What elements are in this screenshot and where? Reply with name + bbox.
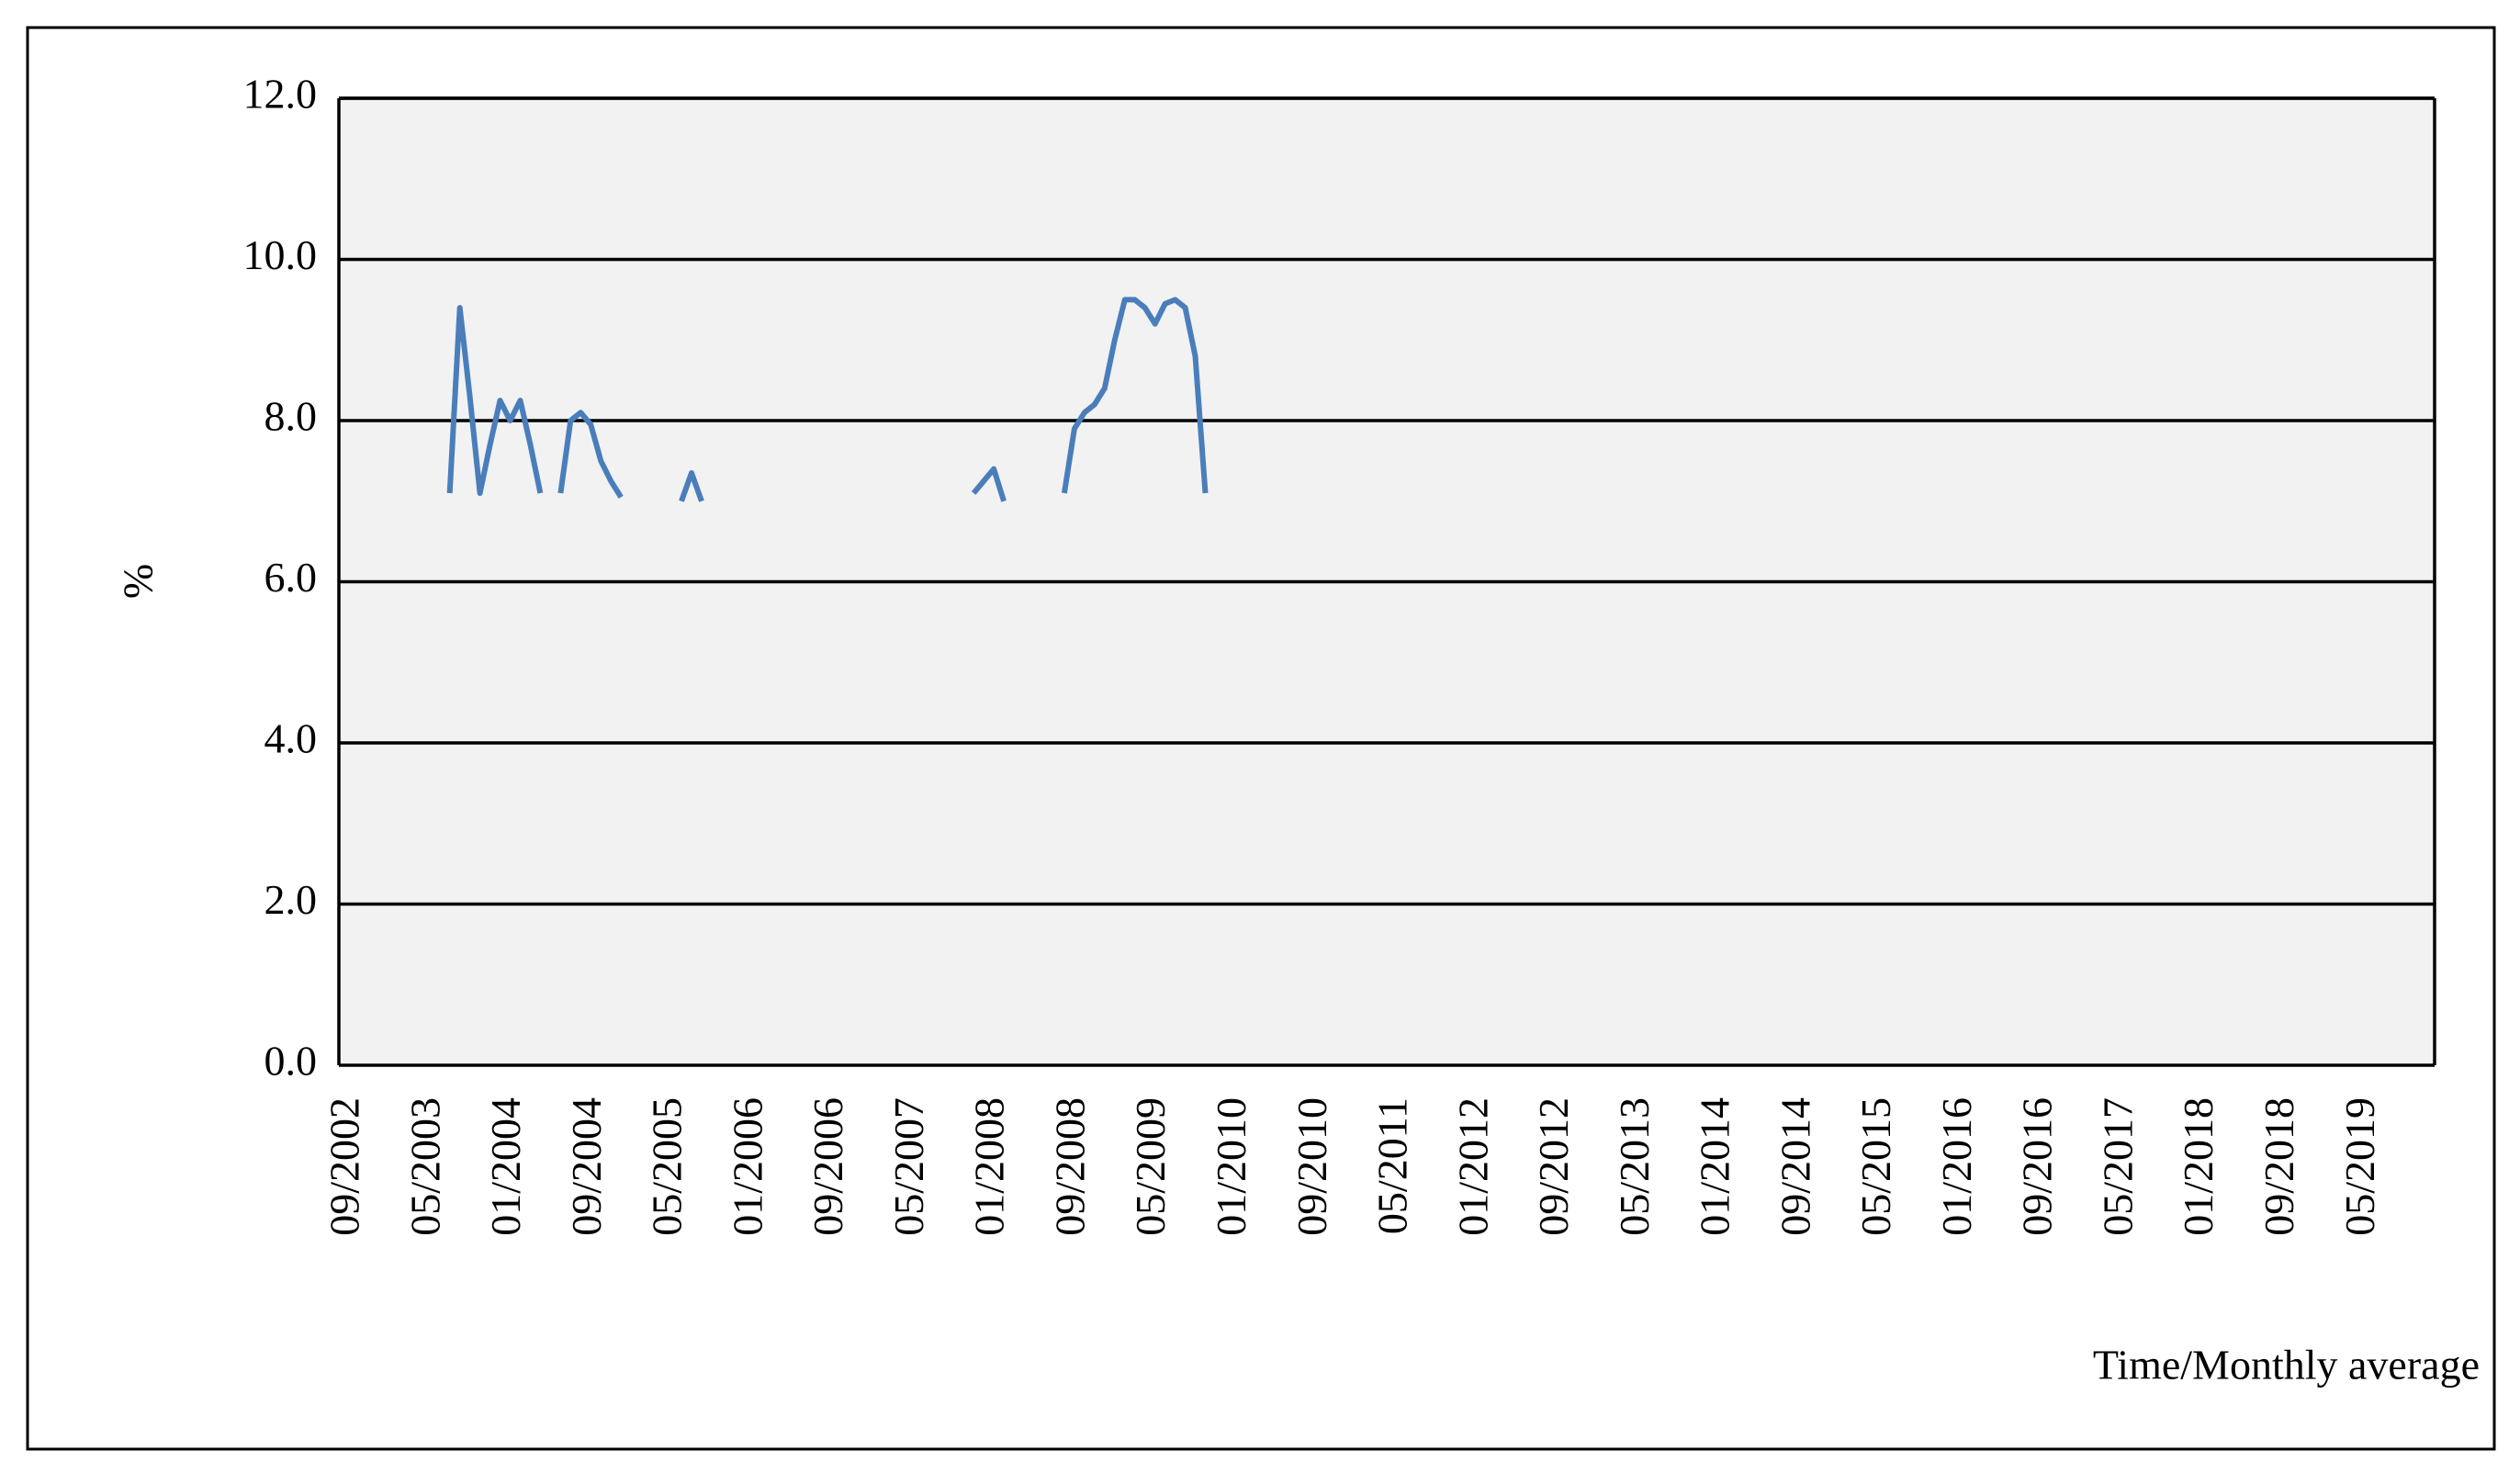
x-tick-label: 01/2018 <box>2175 1097 2222 1236</box>
x-tick-label: 09/2016 <box>2014 1097 2061 1236</box>
x-tick-label: 05/2015 <box>1852 1097 1899 1236</box>
x-tick-label: 09/2014 <box>1772 1097 1818 1236</box>
x-tick-label: 09/2018 <box>2256 1097 2302 1236</box>
y-tick-label: 10.0 <box>243 231 318 278</box>
x-tick-label: 01/2010 <box>1208 1097 1254 1236</box>
x-tick-label: 09/2010 <box>1288 1097 1335 1236</box>
y-tick-label: 2.0 <box>264 876 318 923</box>
x-tick-label: 05/2005 <box>644 1097 691 1236</box>
x-tick-label: 01/2016 <box>1933 1097 1980 1236</box>
data-line <box>446 297 1209 502</box>
x-tick-label: 05/2019 <box>2336 1097 2383 1236</box>
x-tick-label: 05/2017 <box>2094 1097 2141 1236</box>
x-tick-label: 01/2004 <box>482 1097 529 1236</box>
x-tick-label: 05/2011 <box>1369 1097 1416 1234</box>
y-tick-label: 12.0 <box>243 71 318 118</box>
x-tick-label: 05/2013 <box>1611 1097 1658 1236</box>
y-tick-label: 8.0 <box>264 393 318 440</box>
x-tick-label: 01/2014 <box>1692 1097 1738 1236</box>
x-axis-label: Time/Monthly average <box>2093 1342 2480 1388</box>
x-tick-label: 05/2003 <box>401 1097 448 1236</box>
y-axis-label: % <box>115 564 162 599</box>
x-tick-label: 09/2002 <box>321 1097 368 1236</box>
x-tick-label: 09/2004 <box>563 1097 610 1236</box>
y-tick-label: 6.0 <box>264 554 318 601</box>
y-tick-label: 0.0 <box>264 1038 318 1085</box>
x-tick-label: 01/2008 <box>966 1097 1013 1236</box>
x-tick-label: 01/2012 <box>1449 1097 1496 1236</box>
x-tick-label: 09/2008 <box>1046 1097 1093 1236</box>
x-tick-label: 09/2006 <box>804 1097 851 1236</box>
x-tick-label: 01/2006 <box>724 1097 771 1236</box>
x-tick-label: 05/2007 <box>885 1097 932 1236</box>
y-tick-label: 4.0 <box>264 715 318 762</box>
x-tick-label: 09/2012 <box>1530 1097 1577 1236</box>
x-tick-label: 05/2009 <box>1127 1097 1174 1236</box>
